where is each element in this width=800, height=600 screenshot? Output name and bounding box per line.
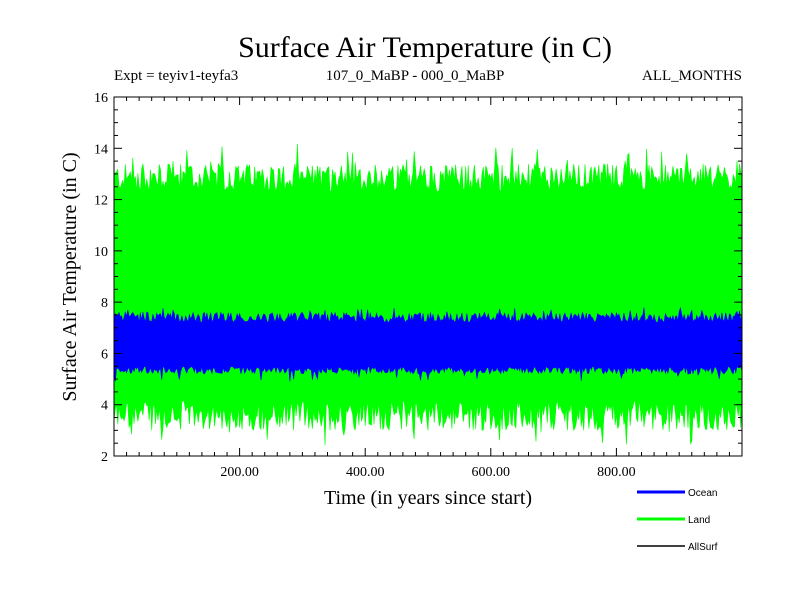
- x-tick-label: 800.00: [597, 465, 636, 480]
- x-axis-label: Time (in years since start): [324, 487, 532, 509]
- period-label: 107_0_MaBP - 000_0_MaBP: [326, 68, 505, 84]
- legend-label-ocean: Ocean: [688, 488, 717, 499]
- y-tick-label: 4: [101, 399, 108, 414]
- legend-label-land: Land: [688, 515, 710, 526]
- y-tick-label: 6: [101, 347, 108, 362]
- plot-data: [113, 143, 743, 446]
- axes: 200.00 400.00 600.00 800.00 2 4 6 8 10 12 14 16: [94, 91, 743, 480]
- y-axis-label: Surface Air Temperature (in C): [59, 152, 81, 401]
- chart-title: Surface Air Temperature (in C): [238, 31, 612, 64]
- legend: Ocean Land AllSurf: [637, 488, 718, 553]
- x-tick-label: 400.00: [346, 465, 385, 480]
- experiment-label: Expt = teyiv1-teyfa3: [114, 68, 238, 84]
- y-tick-label: 2: [101, 450, 108, 465]
- legend-label-allsurf: AllSurf: [688, 542, 718, 553]
- y-tick-label: 8: [101, 296, 108, 311]
- y-tick-label: 12: [94, 194, 108, 209]
- x-tick-label: 200.00: [220, 465, 259, 480]
- y-tick-label: 14: [94, 142, 108, 157]
- x-tick-label: 600.00: [472, 465, 511, 480]
- y-tick-label: 10: [94, 245, 108, 260]
- series-land: [113, 143, 743, 446]
- months-label: ALL_MONTHS: [642, 68, 742, 84]
- y-tick-label: 16: [94, 91, 108, 106]
